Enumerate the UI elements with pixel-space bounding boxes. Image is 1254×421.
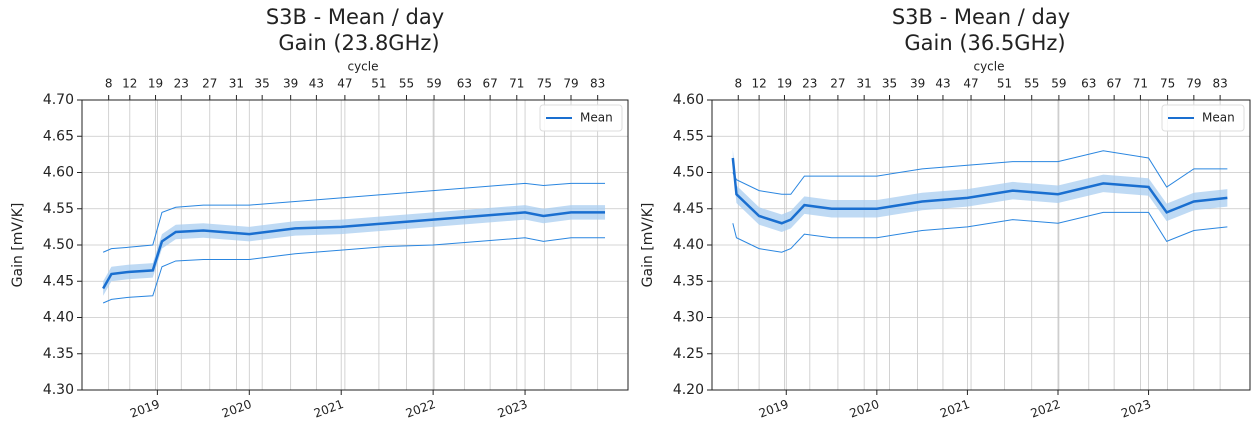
y-tick-label: 4.65: [43, 128, 74, 144]
y-axis-label: Gain [mV/K]: [10, 203, 26, 288]
y-tick-label: 4.50: [673, 165, 704, 181]
x2-tick-label: 55: [1024, 77, 1039, 91]
x-tick-label: 2020: [220, 397, 253, 421]
x2-tick-label: 39: [283, 77, 298, 91]
x2-tick-label: 43: [309, 77, 324, 91]
mean-line: [731, 157, 1228, 225]
x2-tick-label: 83: [1212, 77, 1227, 91]
x2-tick-label: 67: [482, 77, 497, 91]
x2-tick-label: 23: [174, 77, 189, 91]
chart-title: S3B - Mean / day: [892, 5, 1070, 29]
x2-tick-label: 47: [963, 77, 978, 91]
x-tick-label: 2023: [1119, 397, 1152, 421]
y-tick-label: 4.45: [673, 201, 704, 217]
x2-tick-label: 75: [537, 77, 552, 91]
x-tick-label: 2020: [848, 397, 881, 421]
x2-tick-label: 12: [751, 77, 766, 91]
y-tick-label: 4.60: [673, 92, 704, 108]
x2-tick-label: 71: [509, 77, 524, 91]
y-tick-label: 4.50: [43, 237, 74, 253]
x2-tick-label: 23: [802, 77, 817, 91]
x2-tick-label: 35: [255, 77, 270, 91]
x2-tick-label: 67: [1107, 77, 1122, 91]
y-tick-label: 4.30: [673, 310, 704, 326]
y-axis-label: Gain [mV/K]: [640, 203, 656, 288]
chart-subtitle: Gain (23.8GHz): [278, 31, 439, 55]
y-tick-label: 4.30: [43, 382, 74, 398]
x-tick-label: 2021: [312, 397, 345, 421]
x2-tick-label: 27: [830, 77, 845, 91]
x2-tick-label: 71: [1133, 77, 1148, 91]
x2-tick-label: 59: [1051, 77, 1066, 91]
y-tick-label: 4.55: [673, 128, 704, 144]
y-tick-label: 4.35: [43, 346, 74, 362]
x2-tick-label: 79: [563, 77, 578, 91]
x2-tick-label: 51: [997, 77, 1012, 91]
x2-tick-label: 59: [426, 77, 441, 91]
x2-tick-label: 31: [857, 77, 872, 91]
legend-box: [1161, 104, 1245, 132]
y-tick-label: 4.45: [43, 273, 74, 289]
x-tick-label: 2019: [757, 397, 790, 421]
envelope-line: [102, 182, 606, 253]
y-tick-label: 4.40: [673, 237, 704, 253]
std-band: [732, 149, 1228, 232]
y-tick-label: 4.60: [43, 165, 74, 181]
plot-frame: [711, 99, 1251, 391]
x2-tick-label: 43: [935, 77, 950, 91]
x2-tick-label: 39: [910, 77, 925, 91]
envelope-line: [102, 237, 606, 304]
x2-tick-label: 8: [105, 77, 113, 91]
x2-tick-label: 8: [734, 77, 742, 91]
y-tick-label: 4.25: [673, 346, 704, 362]
plot-frame: [81, 99, 629, 391]
x2-tick-label: 83: [590, 77, 605, 91]
x-tick-label: 2022: [404, 397, 437, 421]
chart-subtitle: Gain (36.5GHz): [904, 31, 1065, 55]
y-tick-label: 4.70: [43, 92, 74, 108]
legend-label: Mean: [580, 111, 613, 125]
x2-tick-label: 31: [229, 77, 244, 91]
chart-title: S3B - Mean / day: [266, 5, 444, 29]
x2-tick-label: 63: [457, 77, 472, 91]
y-tick-label: 4.20: [673, 382, 704, 398]
x2-axis-label: cycle: [973, 60, 1004, 74]
y-tick-label: 4.40: [43, 310, 74, 326]
x-tick-label: 2019: [128, 397, 161, 421]
mean-line: [102, 211, 606, 290]
legend-label: Mean: [1202, 111, 1235, 125]
x-tick-label: 2021: [938, 397, 971, 421]
x-tick-label: 2022: [1029, 397, 1062, 421]
x2-axis-label: cycle: [347, 60, 378, 74]
x2-tick-label: 51: [371, 77, 386, 91]
x2-tick-label: 75: [1160, 77, 1175, 91]
y-tick-label: 4.55: [43, 201, 74, 217]
x2-tick-label: 19: [148, 77, 163, 91]
x2-tick-label: 19: [777, 77, 792, 91]
envelope-line: [732, 150, 1228, 195]
x2-tick-label: 63: [1081, 77, 1096, 91]
x2-tick-label: 27: [202, 77, 217, 91]
std-band: [103, 205, 606, 296]
x2-tick-label: 12: [122, 77, 137, 91]
x2-tick-label: 47: [337, 77, 352, 91]
envelope-line: [732, 211, 1228, 253]
x2-tick-label: 55: [399, 77, 414, 91]
legend-box: [539, 104, 623, 132]
x-tick-label: 2023: [496, 397, 529, 421]
y-tick-label: 4.35: [673, 273, 704, 289]
x2-tick-label: 35: [882, 77, 897, 91]
x2-tick-label: 79: [1186, 77, 1201, 91]
